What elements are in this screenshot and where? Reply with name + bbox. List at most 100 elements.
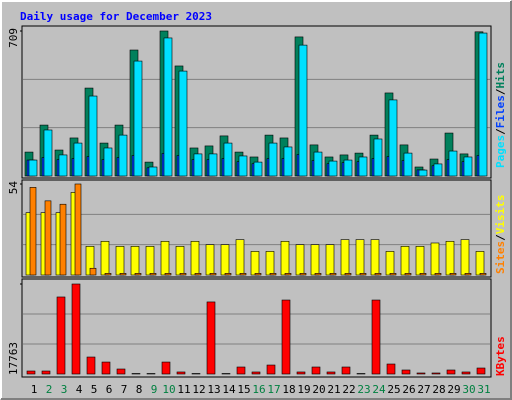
legend-entry: Visits xyxy=(494,195,507,235)
x-tick-label: 27 xyxy=(417,383,430,396)
bar xyxy=(101,361,111,375)
bar xyxy=(314,273,322,276)
x-tick-label: 10 xyxy=(162,383,175,396)
bar xyxy=(190,240,200,276)
bar xyxy=(313,151,323,177)
bar xyxy=(359,273,367,276)
bar xyxy=(118,134,128,177)
bar xyxy=(385,251,395,276)
bar xyxy=(130,246,140,276)
legend-entry: Hits xyxy=(494,62,507,89)
x-tick-label: 13 xyxy=(207,383,220,396)
bar xyxy=(343,159,353,177)
bar xyxy=(356,373,366,375)
bar xyxy=(284,273,292,276)
bar xyxy=(58,154,68,177)
x-tick-label: 30 xyxy=(462,383,475,396)
bar xyxy=(29,187,37,276)
panel xyxy=(21,278,492,378)
bar xyxy=(478,32,488,177)
x-tick-label: 14 xyxy=(222,383,236,396)
chart-title: Daily usage for December 2023 xyxy=(20,10,212,23)
bar xyxy=(403,152,413,177)
bar xyxy=(400,246,410,276)
bar xyxy=(401,369,411,375)
x-tick-label: 26 xyxy=(402,383,415,396)
bar xyxy=(28,159,38,177)
x-tick-label: 19 xyxy=(297,383,310,396)
bar xyxy=(295,244,305,276)
x-tick-label: 1 xyxy=(31,383,38,396)
bar xyxy=(373,138,383,177)
bar xyxy=(404,273,412,276)
bar xyxy=(161,361,171,375)
bar xyxy=(269,273,277,276)
bar xyxy=(208,153,218,177)
x-tick-label: 21 xyxy=(327,383,340,396)
bar xyxy=(88,95,98,177)
legend: Pages/Files/Hits xyxy=(494,62,507,168)
legend: KBytes xyxy=(494,336,507,376)
x-tick-label: 17 xyxy=(267,383,280,396)
legend: Sites/Visits xyxy=(494,195,507,275)
legend-separator: / xyxy=(494,128,507,135)
x-tick-label: 20 xyxy=(312,383,325,396)
bar xyxy=(43,129,53,177)
legend-separator: / xyxy=(494,88,507,95)
bar xyxy=(134,273,142,276)
bar xyxy=(131,373,141,375)
bar xyxy=(89,267,97,276)
bar xyxy=(266,364,276,375)
bar xyxy=(145,246,155,276)
bar xyxy=(419,273,427,276)
bar xyxy=(329,273,337,276)
bar xyxy=(73,142,83,177)
bar xyxy=(26,370,36,375)
bar xyxy=(374,273,382,276)
bar xyxy=(389,273,397,276)
x-tick-label: 15 xyxy=(237,383,250,396)
bar xyxy=(388,99,398,177)
bar xyxy=(298,44,308,177)
bar xyxy=(415,246,425,276)
bar xyxy=(340,239,350,276)
bar xyxy=(146,373,156,375)
x-tick-label: 7 xyxy=(121,383,128,396)
x-tick-label: 12 xyxy=(192,383,205,396)
bar xyxy=(193,153,203,177)
bar xyxy=(209,273,217,276)
bar xyxy=(448,150,458,177)
bar xyxy=(179,273,187,276)
x-tick-label: 18 xyxy=(282,383,295,396)
bar xyxy=(430,242,440,276)
bar xyxy=(268,142,278,177)
bar xyxy=(341,366,351,375)
bar xyxy=(344,273,352,276)
bar xyxy=(283,146,293,177)
bar xyxy=(265,251,275,276)
bar xyxy=(418,169,428,177)
x-tick-label: 11 xyxy=(177,383,190,396)
bar xyxy=(358,156,368,177)
bar xyxy=(148,166,158,177)
bar xyxy=(160,240,170,276)
bar xyxy=(464,273,472,276)
bar xyxy=(431,372,441,375)
bar xyxy=(311,366,321,375)
x-tick-label: 4 xyxy=(76,383,83,396)
x-tick-label: 25 xyxy=(387,383,400,396)
bar xyxy=(463,156,473,177)
x-tick-label: 9 xyxy=(151,383,158,396)
bar xyxy=(355,239,365,276)
bar xyxy=(115,246,125,276)
x-tick-label: 24 xyxy=(372,383,386,396)
bar xyxy=(434,273,442,276)
x-tick-label: 3 xyxy=(61,383,68,396)
legend-separator: / xyxy=(494,234,507,241)
bar xyxy=(56,296,66,375)
x-tick-label: 23 xyxy=(357,383,370,396)
